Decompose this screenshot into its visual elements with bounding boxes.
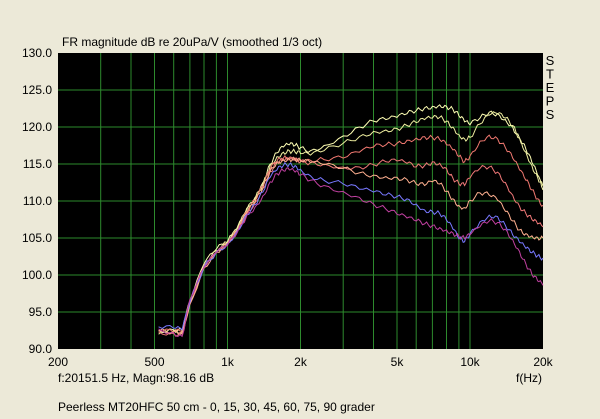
y-tick-label: 125.0 bbox=[22, 83, 52, 97]
y-tick-label: 130.0 bbox=[22, 46, 52, 60]
steps-letter: E bbox=[546, 80, 555, 95]
x-tick-label: 200 bbox=[48, 355, 68, 369]
steps-letter: P bbox=[546, 94, 555, 109]
series-line-6 bbox=[158, 167, 544, 338]
steps-letter: T bbox=[546, 67, 554, 82]
axis-layer: 90.0 95.0 100.0 105.0 110.0 115.0 120.0 125.0 13… bbox=[22, 46, 554, 369]
steps-letter: S bbox=[546, 107, 555, 122]
x-tick-label: 10k bbox=[460, 355, 480, 369]
chart-title: FR magnitude dB re 20uPa/V (smoothed 1/3… bbox=[62, 35, 322, 49]
cursor-readout: f:20151.5 Hz, Magn:98.16 dB bbox=[58, 371, 214, 385]
x-tick-label: 5k bbox=[391, 355, 405, 369]
grid bbox=[58, 53, 543, 349]
chart-caption: Peerless MT20HFC 50 cm - 0, 15, 30, 45, … bbox=[58, 400, 375, 414]
series-line-5 bbox=[158, 161, 544, 331]
y-tick-label: 110.0 bbox=[23, 194, 52, 208]
series-line-1 bbox=[158, 111, 544, 335]
y-tick-label: 115.0 bbox=[23, 157, 52, 171]
y-tick-label: 90.0 bbox=[29, 342, 53, 356]
y-tick-label: 105.0 bbox=[22, 231, 52, 245]
y-tick-label: 95.0 bbox=[29, 305, 53, 319]
y-tick-label: 100.0 bbox=[22, 268, 52, 282]
x-tick-label: 2k bbox=[294, 355, 308, 369]
y-tick-label: 120.0 bbox=[22, 120, 52, 134]
x-tick-label: 500 bbox=[144, 355, 164, 369]
x-tick-label: 1k bbox=[221, 355, 235, 369]
x-axis-label: f(Hz) bbox=[516, 371, 542, 385]
x-tick-label: 20k bbox=[533, 355, 553, 369]
steps-letter: S bbox=[546, 53, 555, 68]
series-layer bbox=[158, 104, 544, 338]
